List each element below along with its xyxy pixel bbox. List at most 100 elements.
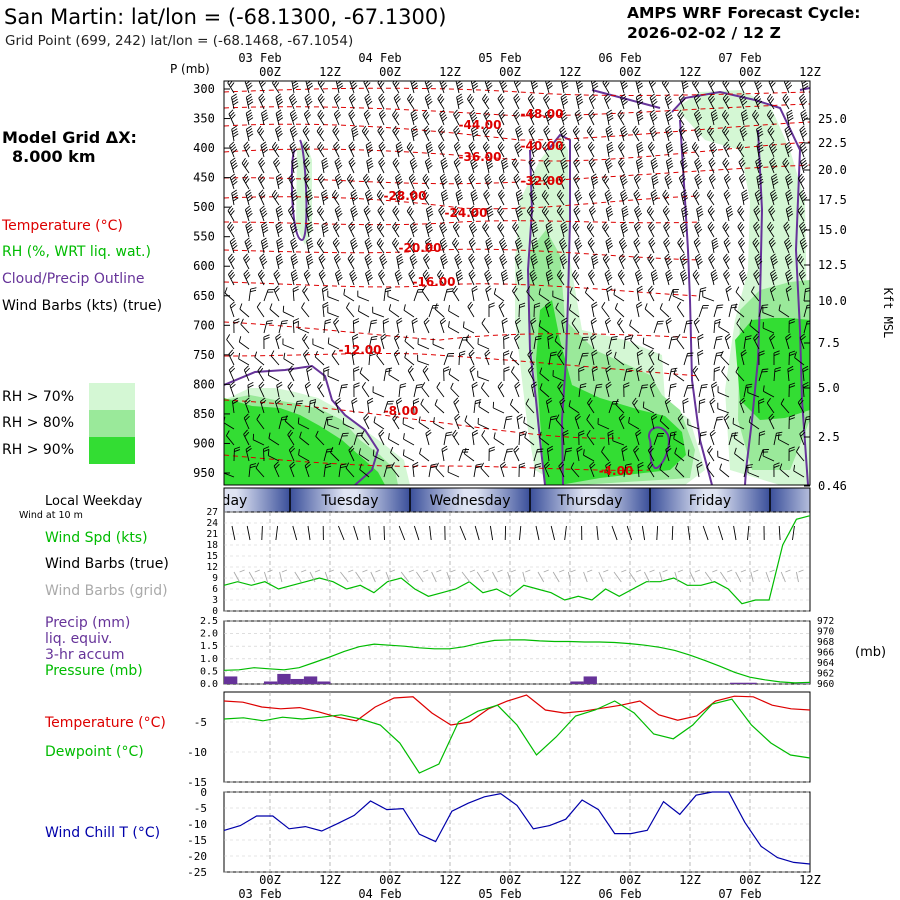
surface-wind-barb <box>383 525 385 541</box>
wind-barb <box>497 93 505 110</box>
surface-wind-barb <box>307 525 311 541</box>
height-tick-label: 20.0 <box>818 163 847 177</box>
wind-barb <box>554 335 565 350</box>
wind-barb <box>623 463 632 478</box>
wind-barb <box>372 386 385 398</box>
dewpoint-panel-label: Dewpoint (°C) <box>45 744 144 760</box>
wind-barb <box>468 349 475 366</box>
windchill-panel: 0 -5 -10 -15 -20 -25 <box>187 786 811 879</box>
wind-barb <box>377 125 385 142</box>
wind-barb <box>425 237 433 254</box>
wind-barb <box>268 432 280 446</box>
wind-barb <box>758 430 766 446</box>
wind-barb <box>273 157 281 174</box>
cloud-outline <box>591 89 661 109</box>
wind-barb <box>272 81 280 94</box>
wind-barb <box>352 333 359 350</box>
wind-barb <box>526 286 535 302</box>
wind-barb <box>723 189 731 206</box>
wind-barb <box>290 189 299 206</box>
wind-barb <box>560 93 569 110</box>
wind-barb <box>434 303 445 318</box>
wind-barb <box>664 253 673 270</box>
wind-barb <box>659 415 670 430</box>
wind-barb <box>636 285 643 302</box>
wind-barb <box>736 141 745 158</box>
cross-section-frame <box>223 80 811 486</box>
wind-barb <box>278 320 288 334</box>
wind-barb <box>302 285 310 302</box>
wind-barb <box>245 125 254 142</box>
wind-barb <box>647 253 655 270</box>
wind-barb <box>239 303 250 318</box>
wind-barb <box>305 253 314 270</box>
wind-barb <box>591 301 598 318</box>
wind-barb <box>568 303 580 318</box>
wind-barb <box>664 173 673 190</box>
wind-barb <box>248 463 257 478</box>
wind-barb <box>613 288 625 302</box>
wind-barb <box>573 157 581 174</box>
wind-barb <box>722 125 730 142</box>
wind-barb <box>291 157 299 174</box>
isotherm <box>224 321 701 341</box>
wind-barb <box>665 109 673 126</box>
wind-barb <box>345 462 355 478</box>
wind-barb <box>515 269 524 286</box>
wind-barb <box>471 381 478 398</box>
grid-wind-barb <box>476 569 489 583</box>
wind-barb <box>738 237 746 254</box>
wind-barb <box>231 125 239 142</box>
wind-barb <box>518 430 526 446</box>
precip-tick-label: 2.5 <box>200 616 218 627</box>
wind-barb <box>633 189 641 206</box>
wind-barb <box>333 93 341 110</box>
dewpoint-line <box>223 698 811 774</box>
wind-barb <box>275 173 284 190</box>
wind-barb <box>455 269 464 286</box>
time-tick-label: 00Z <box>499 873 521 887</box>
wind-barb <box>365 141 374 158</box>
wind-barb <box>380 333 387 350</box>
isotherm <box>224 248 701 261</box>
wind-barb <box>227 81 235 94</box>
wind-barb <box>617 109 625 126</box>
grid-wind-barb <box>446 569 456 583</box>
wind-barb <box>683 384 694 398</box>
wind-barb <box>555 414 565 430</box>
wind-barb <box>413 383 423 398</box>
wind-barb <box>573 141 581 158</box>
wind-barb <box>438 125 446 142</box>
wind-barb <box>784 237 793 254</box>
wind-barb <box>717 386 730 398</box>
wind-tick-label: 9 <box>212 573 218 584</box>
wind-barb <box>618 413 625 430</box>
wind-barb <box>456 93 464 110</box>
wind-barb <box>561 317 568 334</box>
wind-barb <box>799 189 808 206</box>
wind-barb <box>526 205 535 222</box>
wind-barb <box>545 221 554 238</box>
wind-barb <box>664 93 673 110</box>
surface-wind-barb <box>275 525 279 541</box>
wind-barb <box>605 349 613 366</box>
wind-barb <box>665 317 672 334</box>
wind-barb <box>802 381 809 398</box>
grid-wind-barb <box>552 569 565 583</box>
grid-wind-barb <box>522 569 531 583</box>
wind-tick-label: 27 <box>207 507 218 518</box>
wind-barb <box>576 445 583 462</box>
time-tick-label: 00Z <box>739 873 761 887</box>
wind-barb <box>587 141 595 158</box>
wind-barb <box>499 461 507 478</box>
wind-barb <box>572 125 580 142</box>
wind-barb <box>784 141 793 158</box>
wind-barb <box>402 449 415 462</box>
wind-barb <box>636 109 644 126</box>
wind-barb <box>680 157 688 174</box>
wind-barb <box>437 93 445 110</box>
wind-barb <box>322 301 329 318</box>
wind-barb <box>376 237 385 254</box>
wind-barb <box>338 384 348 398</box>
